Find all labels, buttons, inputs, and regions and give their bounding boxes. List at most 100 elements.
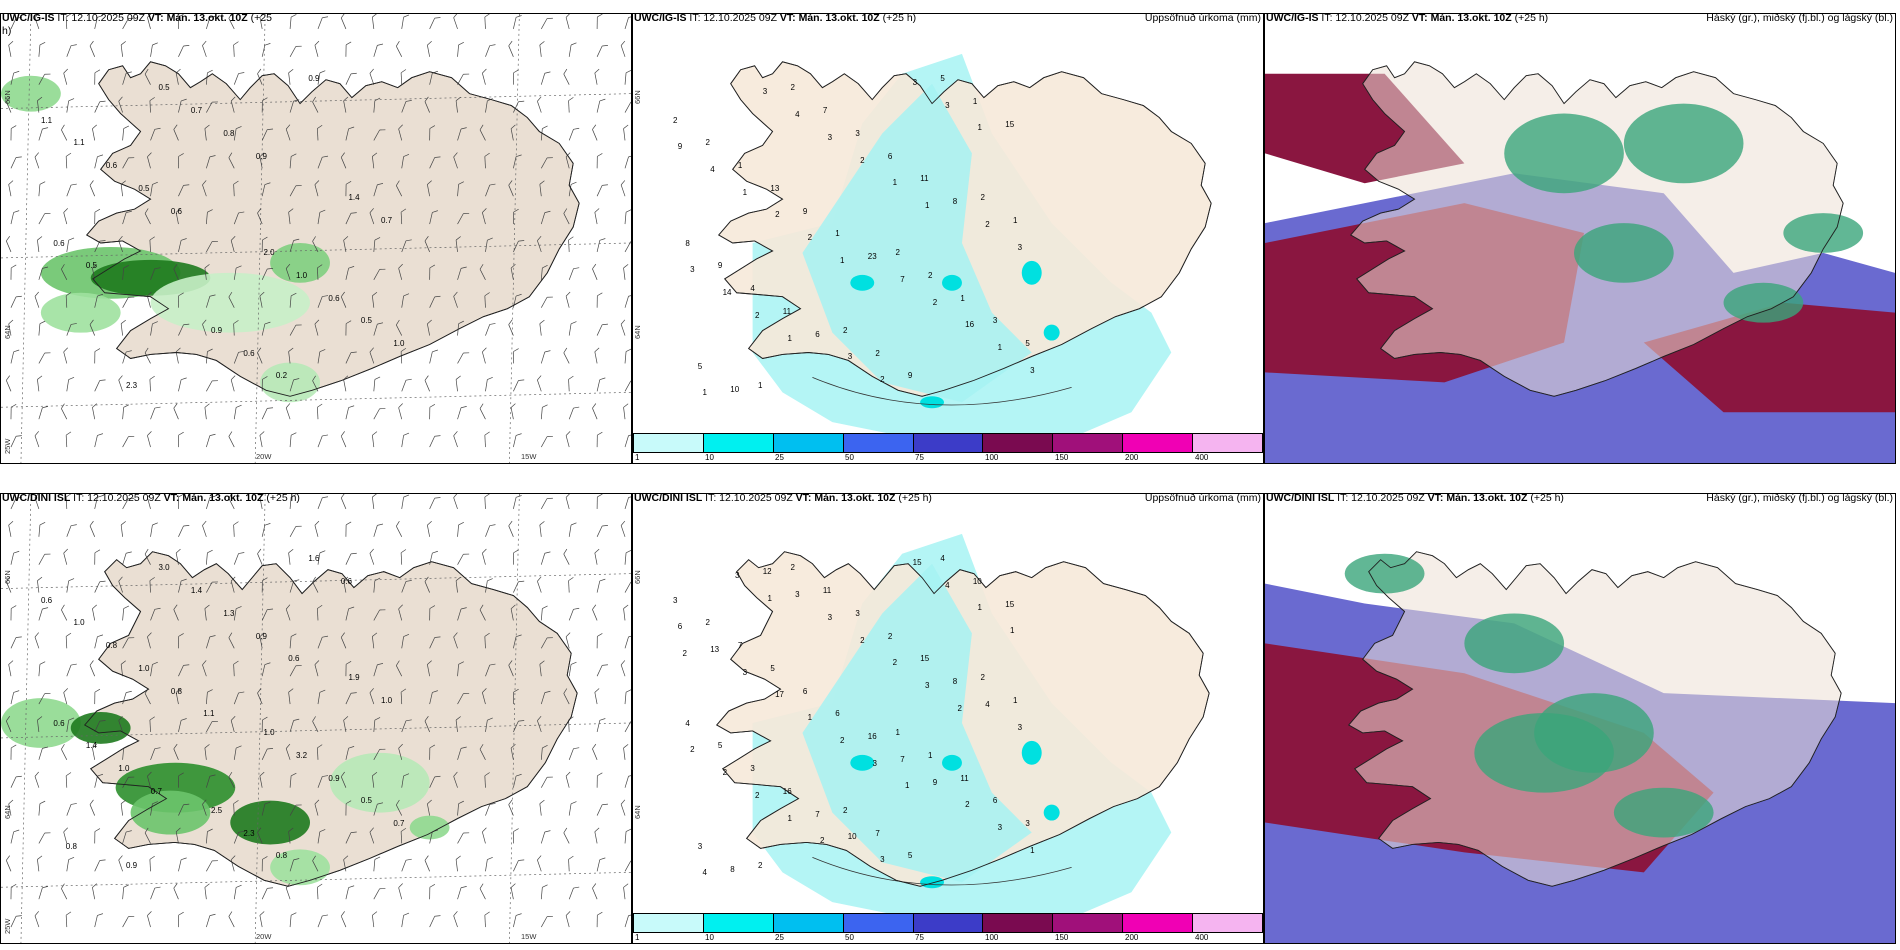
- wind-barb: [513, 859, 525, 872]
- wind-barb: [228, 291, 235, 308]
- value-label: 1: [925, 201, 930, 211]
- value-label: 2: [705, 618, 710, 628]
- wind-barb: [537, 576, 542, 593]
- value-label: 1: [895, 728, 900, 738]
- wind-barb: [230, 235, 236, 253]
- wind-barb: [206, 240, 218, 253]
- wind-barb: [38, 42, 46, 57]
- wind-barb: [563, 548, 570, 565]
- wind-barb: [424, 576, 430, 593]
- value-label: 2.3: [125, 380, 138, 390]
- wind-barb: [118, 375, 123, 392]
- value-label: 3: [997, 823, 1003, 833]
- wind-barb: [372, 632, 378, 649]
- wind-barb: [340, 911, 347, 928]
- wind-barb: [457, 127, 467, 141]
- wind-barb: [66, 183, 77, 197]
- wind-barb: [228, 632, 235, 649]
- wind-barb: [457, 213, 470, 225]
- wind-barb: [373, 183, 384, 197]
- wind-barb: [482, 688, 487, 705]
- wind-barb: [373, 268, 386, 280]
- wind-barb: [149, 855, 155, 872]
- wind-barb: [453, 14, 458, 30]
- wind-barb: [10, 295, 22, 308]
- wind-barb: [94, 69, 101, 85]
- wind-barb: [233, 404, 242, 420]
- wind-barb: [122, 157, 135, 169]
- wind-barb: [400, 688, 407, 705]
- value-label: 4: [685, 718, 690, 728]
- wind-barb: [261, 716, 268, 732]
- wind-barb: [340, 14, 347, 30]
- wind-barb: [345, 521, 352, 537]
- wind-barb: [401, 494, 410, 509]
- wind-barb: [400, 549, 407, 565]
- wind-barb: [624, 101, 631, 113]
- precip-core: [1043, 324, 1060, 341]
- wind-barb: [314, 180, 320, 197]
- value-label: 2: [819, 836, 825, 846]
- wind-barb: [61, 604, 68, 621]
- wind-barb: [259, 291, 265, 308]
- wind-barb: [372, 431, 378, 448]
- wind-barb: [540, 830, 551, 844]
- wind-barb: [372, 771, 378, 788]
- value-label: 3: [762, 87, 768, 97]
- value-label: 8: [952, 197, 958, 207]
- wind-barb: [150, 267, 161, 280]
- wind-barb: [261, 268, 274, 280]
- wind-barb: [592, 883, 598, 900]
- value-label: 1.6: [308, 554, 320, 564]
- wind-barb: [592, 604, 598, 621]
- wind-barb: [233, 180, 239, 197]
- value-label: 3: [795, 590, 800, 600]
- wind-barb: [540, 605, 548, 621]
- wind-barb: [10, 70, 20, 85]
- wind-barb: [540, 551, 551, 565]
- wind-barb: [312, 375, 319, 392]
- wind-barb: [624, 720, 631, 733]
- wind-barb: [482, 827, 487, 844]
- value-label: 0.7: [393, 819, 405, 829]
- value-label: 1: [1010, 626, 1015, 636]
- wind-barb: [317, 16, 329, 30]
- value-label: 0.6: [243, 348, 255, 358]
- value-label: 2: [860, 635, 865, 645]
- wind-barb: [10, 264, 17, 280]
- wind-barb: [317, 914, 329, 928]
- high-cloud: [1504, 113, 1624, 194]
- wind-barb: [38, 127, 49, 141]
- wind-barb: [261, 321, 271, 336]
- wind-barb: [94, 913, 104, 928]
- wind-barb: [373, 717, 381, 732]
- wind-barb: [122, 776, 135, 788]
- precip-core: [1021, 740, 1042, 765]
- value-label: 0.8: [170, 686, 182, 696]
- wind-barb: [94, 208, 101, 225]
- wind-barb: [10, 829, 20, 844]
- wind-barb: [568, 855, 574, 872]
- wind-barb: [624, 913, 631, 928]
- wind-barb: [317, 550, 326, 565]
- wind-barb: [624, 828, 631, 844]
- wind-barb: [427, 799, 432, 816]
- wind-barb: [10, 404, 17, 420]
- value-label: 2: [673, 115, 678, 125]
- wind-barb: [429, 435, 441, 448]
- value-label: 2: [860, 155, 865, 165]
- wind-barb: [175, 827, 181, 844]
- wind-barb: [624, 209, 631, 225]
- wind-barb: [38, 320, 46, 336]
- wind-barb: [122, 637, 135, 649]
- wind-barb: [395, 180, 403, 197]
- wind-barb: [34, 152, 40, 169]
- value-label: 6: [887, 151, 893, 161]
- wind-barb: [400, 208, 407, 225]
- wind-barb: [457, 746, 467, 760]
- wind-barb: [94, 720, 106, 733]
- wind-barb: [289, 432, 297, 448]
- wind-barb: [173, 403, 179, 420]
- wind-barb: [92, 124, 97, 141]
- wind-panel-ig-is: UWC/IG-IS IT: 12.10.2025 09Z VT: Mán. 13…: [0, 13, 632, 464]
